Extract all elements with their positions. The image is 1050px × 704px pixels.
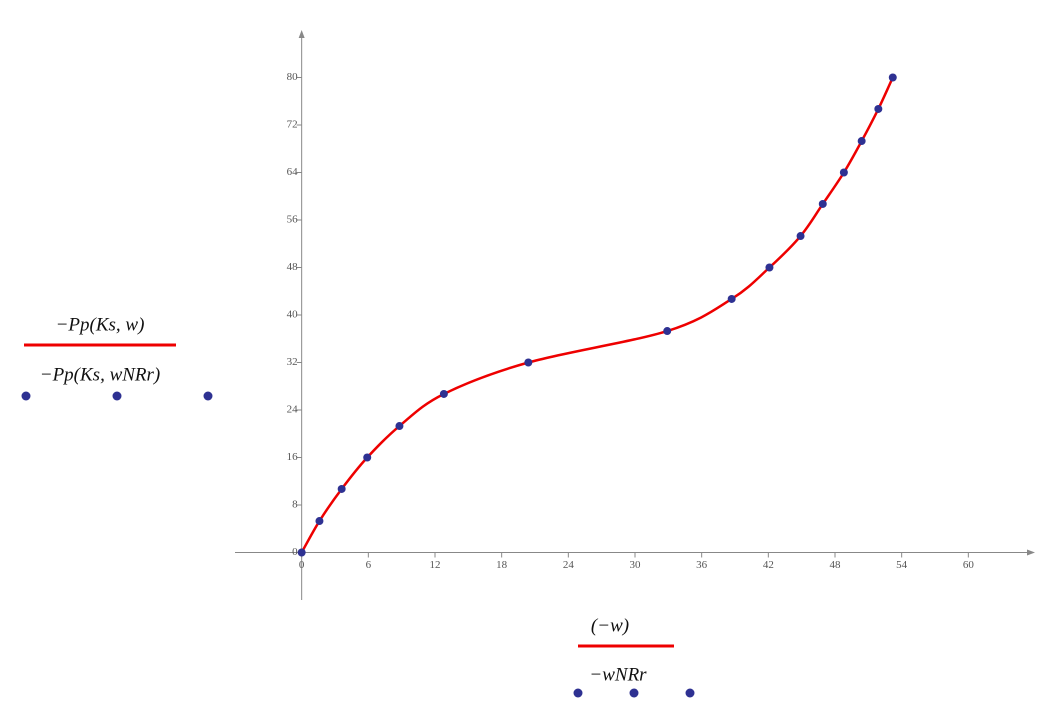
legend-marker (203, 391, 213, 401)
data-point (663, 327, 672, 336)
x-tick-label: 42 (763, 559, 774, 571)
x-axis-arrow (1027, 549, 1035, 556)
legend-marker (112, 391, 122, 401)
x-tick-label: 54 (896, 559, 908, 571)
data-point (395, 422, 404, 431)
data-point (818, 199, 827, 208)
x-tick-label: 30 (630, 559, 642, 571)
x-tick-label: 48 (830, 559, 842, 571)
y-tick-label: 0 (292, 546, 298, 558)
data-point (524, 358, 533, 367)
y-tick-label: 72 (287, 119, 298, 131)
y-tick-label: 80 (287, 71, 299, 83)
data-point (839, 168, 848, 177)
legend-marker (629, 688, 639, 698)
data-point (888, 73, 897, 82)
legend-marker (573, 688, 583, 698)
data-point (315, 517, 324, 526)
data-point (337, 484, 346, 493)
y-tick-label: 64 (287, 166, 299, 178)
y-tick-label: 24 (287, 404, 299, 416)
x-axis-label: −wNRr (589, 664, 647, 685)
x-tick-label: 12 (430, 559, 441, 571)
y-axis-label: −Pp(Ks, wNRr) (40, 364, 161, 385)
data-point (297, 548, 306, 557)
data-point (363, 453, 372, 462)
y-axis-label: −Pp(Ks, w) (56, 314, 145, 335)
y-tick-label: 40 (287, 309, 299, 321)
data-point (874, 104, 883, 113)
y-axis-arrow (298, 30, 305, 38)
x-axis-label: (−w) (591, 615, 629, 636)
x-tick-label: 36 (696, 559, 708, 571)
y-tick-label: 56 (287, 214, 299, 226)
y-tick-label: 32 (287, 356, 298, 368)
y-tick-label: 48 (287, 261, 299, 273)
data-line (300, 76, 894, 554)
data-point (439, 389, 448, 398)
data-point (857, 137, 866, 146)
y-tick-label: 16 (287, 451, 299, 463)
data-point (727, 294, 736, 303)
data-point (765, 263, 774, 272)
legend-marker (685, 688, 695, 698)
data-point (796, 232, 805, 241)
x-tick-label: 6 (366, 559, 372, 571)
x-tick-label: 18 (496, 559, 508, 571)
x-tick-label: 60 (963, 559, 975, 571)
y-tick-label: 8 (292, 499, 298, 511)
legend-marker (21, 391, 31, 401)
x-tick-label: 24 (563, 559, 575, 571)
x-tick-label: 0 (299, 559, 305, 571)
